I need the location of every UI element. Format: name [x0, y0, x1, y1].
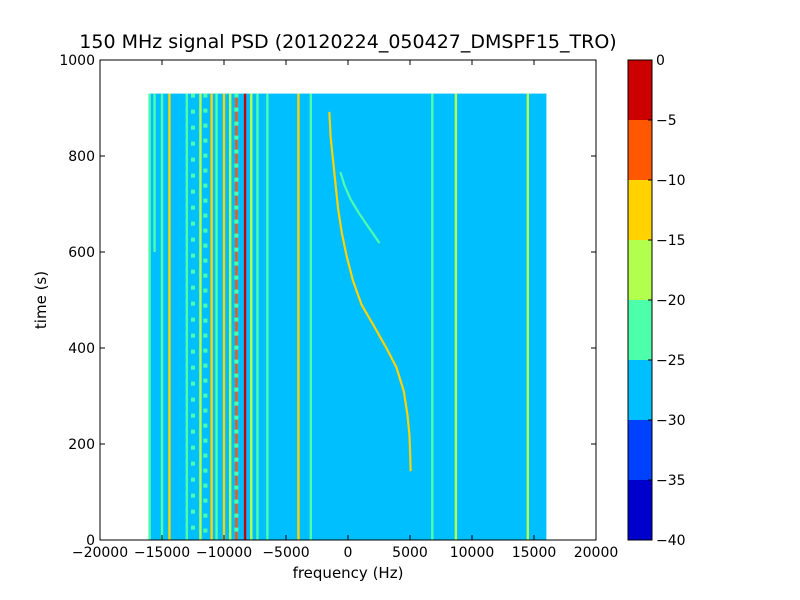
colorbar-segment-7 [628, 60, 652, 120]
y-tick-label: 400 [68, 341, 95, 357]
colorbar-tick-label: 0 [656, 53, 665, 69]
heatmap-layer [148, 93, 547, 540]
colorbar [628, 60, 652, 540]
colorbar-segment-1 [628, 420, 652, 480]
x-axis-label: frequency (Hz) [293, 564, 404, 582]
heatmap-background [149, 93, 547, 540]
colorbar-segment-4 [628, 240, 652, 300]
x-tick-label: −20000 [72, 545, 128, 561]
colorbar-tick-label: −30 [656, 413, 686, 429]
y-tick-label: 800 [68, 149, 95, 165]
y-tick-label: 600 [68, 245, 95, 261]
x-tick-label: 10000 [450, 545, 495, 561]
colorbar-tick-label: −5 [656, 113, 677, 129]
colorbar-segment-6 [628, 120, 652, 180]
colorbar-segment-5 [628, 180, 652, 240]
colorbar-segment-0 [628, 480, 652, 540]
x-tick-label: 0 [344, 545, 353, 561]
x-axis-ticks: −20000 −15000 −10000 −5000 0 5000 10000 15000 20… [72, 60, 618, 561]
y-tick-label: 1000 [59, 53, 95, 69]
x-tick-label: 5000 [392, 545, 428, 561]
x-tick-label: −10000 [196, 545, 252, 561]
colorbar-segment-2 [628, 360, 652, 420]
chart-title: 150 MHz signal PSD (20120224_050427_DMSP… [79, 31, 616, 53]
colorbar-tick-label: −35 [656, 473, 686, 489]
doppler-curve-1 [339, 171, 381, 244]
colorbar-tick-label: −25 [656, 353, 686, 369]
x-tick-label: −15000 [134, 545, 190, 561]
colorbar-tick-label: −20 [656, 293, 686, 309]
colorbar-tick-label: −40 [656, 533, 686, 549]
y-tick-label: 0 [86, 533, 95, 549]
doppler-curve-0 [328, 111, 412, 472]
y-axis-ticks: 0 200 400 600 800 1000 [59, 53, 596, 549]
colorbar-segment-3 [628, 300, 652, 360]
colorbar-tick-label: −15 [656, 233, 686, 249]
x-tick-label: −5000 [262, 545, 309, 561]
y-axis-label: time (s) [32, 271, 50, 329]
colorbar-ticks: 0 −5 −10 −15 −20 −25 −30 −35 −40 [648, 53, 686, 549]
x-tick-label: 20000 [574, 545, 619, 561]
colorbar-tick-label: −10 [656, 173, 686, 189]
y-tick-label: 200 [68, 437, 95, 453]
x-tick-label: 15000 [512, 545, 557, 561]
